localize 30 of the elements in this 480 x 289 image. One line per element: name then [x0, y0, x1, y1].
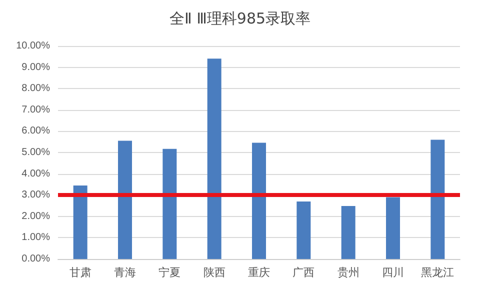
- bar: [252, 142, 266, 259]
- x-tick-label: 黑龙江: [421, 266, 454, 279]
- y-tick-label: 2.00%: [22, 210, 50, 222]
- bar: [73, 186, 88, 259]
- y-tick-label: 5.00%: [22, 147, 50, 158]
- y-tick-label: 10.00%: [16, 40, 50, 52]
- x-tick-label: 贵州: [337, 266, 360, 279]
- bar: [207, 58, 222, 259]
- x-tick-label: 青海: [114, 266, 136, 279]
- x-tick-label: 重庆: [248, 266, 270, 279]
- bar: [341, 206, 356, 259]
- x-tick-label: 广西: [292, 266, 315, 279]
- y-tick-label: 7.00%: [22, 104, 50, 116]
- y-tick-label: 8.00%: [22, 83, 50, 94]
- bar: [118, 140, 132, 259]
- bar: [296, 201, 311, 259]
- bar: [430, 140, 445, 259]
- y-tick-label: 1.00%: [22, 232, 50, 244]
- y-tick-label: 3.00%: [22, 190, 50, 201]
- bar: [386, 197, 400, 259]
- y-tick-label: 0.00%: [22, 254, 50, 264]
- bar: [162, 148, 177, 259]
- y-tick-label: 6.00%: [22, 126, 50, 137]
- x-tick-label: 甘肃: [69, 266, 92, 279]
- y-tick-label: 4.00%: [22, 168, 50, 180]
- x-tick-label: 陕西: [203, 266, 226, 279]
- y-tick-label: 9.00%: [22, 62, 50, 73]
- x-tick-label: 四川: [382, 266, 404, 279]
- x-tick-label: 宁夏: [158, 266, 181, 279]
- chart-title: 全Ⅱ Ⅲ理科985录取率: [169, 10, 311, 28]
